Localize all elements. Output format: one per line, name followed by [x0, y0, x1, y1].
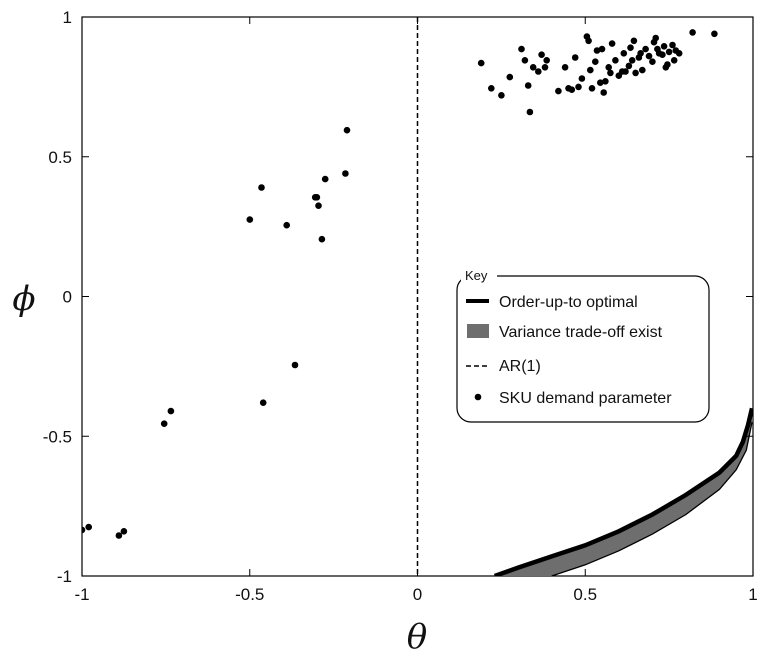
- sku-point: [246, 216, 254, 223]
- sku-point: [639, 66, 646, 74]
- sku-point: [625, 62, 633, 70]
- y-tick-label: -0.5: [43, 427, 72, 446]
- legend-sku-label: SKU demand parameter: [499, 390, 672, 407]
- sku-point: [711, 30, 718, 38]
- y-tick-label: 0: [63, 288, 72, 307]
- sku-point: [535, 68, 542, 75]
- sku-point: [642, 45, 649, 53]
- legend-variance-swatch: [467, 324, 489, 338]
- sku-point: [593, 47, 601, 54]
- sku-point: [578, 75, 586, 82]
- sku-point: [526, 108, 534, 116]
- y-tick-label: 1: [63, 8, 72, 27]
- sku-point: [543, 57, 550, 64]
- sku-point: [659, 51, 666, 58]
- sku-point: [632, 69, 639, 77]
- chart-marks: [82, 17, 753, 576]
- variance-region-boundary: [551, 422, 753, 576]
- legend-title-bg: [461, 268, 497, 282]
- x-tick-label: 0: [413, 585, 422, 604]
- legend-box: [456, 275, 710, 423]
- sku-point: [620, 50, 628, 57]
- x-tick-label: -1: [74, 585, 89, 604]
- sku-point: [538, 51, 545, 58]
- sku-point: [561, 64, 569, 71]
- sku-point: [321, 175, 329, 183]
- sku-point: [498, 92, 505, 99]
- sku-point: [521, 57, 529, 64]
- sku-point: [291, 361, 299, 369]
- sku-point: [342, 170, 349, 177]
- sku-point: [524, 82, 532, 89]
- sku-point: [167, 407, 175, 415]
- sku-point: [85, 523, 92, 531]
- sku-point: [630, 37, 638, 45]
- sku-point: [669, 41, 676, 49]
- sku-point: [343, 126, 351, 134]
- sku-point: [477, 59, 485, 67]
- x-tick-label: 0.5: [573, 585, 597, 604]
- legend-ar1-label: AR(1): [499, 358, 541, 375]
- sku-point: [622, 68, 629, 75]
- sku-point: [602, 78, 609, 85]
- tick-marks: -1 -0.5 0 0.5 1 -1 -0.5 0 0.5 1: [43, 8, 757, 604]
- sku-point: [597, 79, 604, 86]
- sku-point: [592, 58, 599, 65]
- sku-point: [488, 85, 495, 92]
- sku-point: [283, 221, 291, 229]
- sku-point: [627, 44, 634, 51]
- y-axis-label: ϕ: [12, 279, 35, 319]
- sku-point: [160, 420, 168, 428]
- legend-variance-label: Variance trade-off exist: [499, 324, 663, 341]
- y-tick-label: -1: [57, 567, 72, 586]
- sku-point: [660, 43, 668, 50]
- sku-point: [541, 64, 549, 71]
- sku-point: [82, 526, 86, 534]
- sku-point: [313, 194, 321, 201]
- sku-point: [600, 89, 607, 96]
- sku-point: [120, 528, 128, 535]
- sku-point: [518, 45, 525, 53]
- sku-point: [670, 57, 678, 64]
- sku-point: [652, 34, 659, 42]
- sku-point: [115, 532, 123, 539]
- sku-point: [315, 202, 322, 209]
- sku-point: [605, 64, 612, 71]
- legend: Key Order-up-to optimal Variance trade-o…: [456, 268, 710, 423]
- legend-sku-swatch: [474, 393, 482, 401]
- sku-point: [637, 50, 644, 57]
- sku-point: [529, 64, 537, 71]
- sku-point: [689, 29, 696, 36]
- sku-point: [555, 87, 562, 95]
- sku-point: [588, 85, 596, 92]
- sku-point: [585, 37, 592, 45]
- sku-point: [628, 57, 636, 64]
- x-tick-label: 1: [748, 585, 757, 604]
- sku-point: [675, 50, 683, 57]
- sku-point: [568, 86, 576, 93]
- sku-point: [259, 399, 267, 407]
- legend-title: Key: [465, 268, 488, 283]
- sku-point: [587, 66, 594, 74]
- y-tick-label: 0.5: [48, 148, 72, 167]
- sku-point: [612, 57, 619, 64]
- sku-point: [258, 184, 265, 191]
- sku-point: [318, 235, 326, 243]
- legend-order-up-to-label: Order-up-to optimal: [499, 294, 638, 311]
- sku-point: [664, 61, 671, 68]
- sku-point: [607, 69, 614, 77]
- x-tick-label: -0.5: [235, 585, 264, 604]
- variance-tradeoff-region: [494, 408, 752, 576]
- sku-point: [575, 83, 582, 91]
- sku-point: [649, 58, 656, 65]
- sku-point: [608, 40, 616, 47]
- order-up-to-optimal-curve: [493, 407, 753, 576]
- sku-point: [665, 48, 673, 56]
- sku-point: [598, 45, 606, 53]
- x-axis-label: θ: [407, 617, 427, 657]
- sku-point: [645, 52, 653, 60]
- sku-point: [506, 73, 514, 81]
- sku-point: [571, 54, 579, 61]
